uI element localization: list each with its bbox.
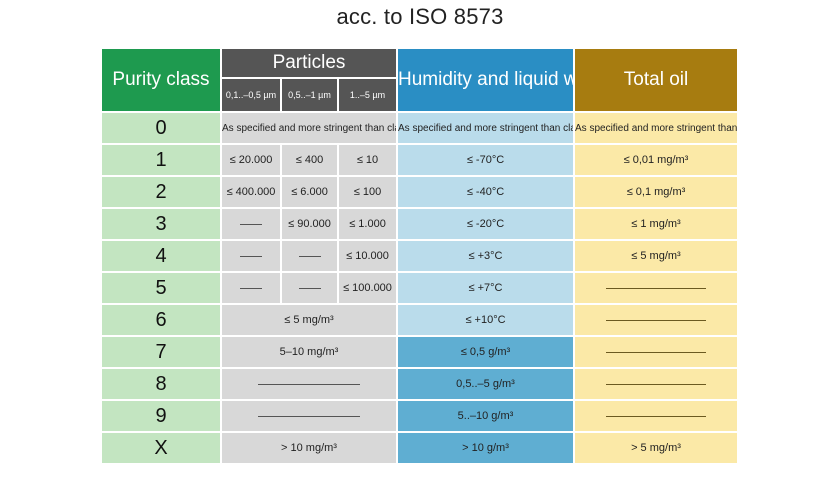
- table-row-class-7: 7 5–10 mg/m³ ≤ 0,5 g/m³: [102, 337, 737, 367]
- particles-cell: As specified and more stringent than cla…: [222, 113, 396, 143]
- iso-8573-purity-table: Purity class Particles Humidity and liqu…: [100, 47, 739, 465]
- oil-cell: ≤ 1 mg/m³: [575, 209, 737, 239]
- humidity-cell: As specified and more stringent than cla…: [398, 113, 573, 143]
- particles-cell-size-2: ≤ 6.000: [282, 177, 337, 207]
- table-row-class-4: 4 ≤ 10.000 ≤ +3°C ≤ 5 mg/m³: [102, 241, 737, 271]
- oil-cell: ≤ 0,1 mg/m³: [575, 177, 737, 207]
- humidity-cell: ≤ 0,5 g/m³: [398, 337, 573, 367]
- particles-cell-size-2: ≤ 90.000: [282, 209, 337, 239]
- humidity-cell: ≤ +7°C: [398, 273, 573, 303]
- dash-line: [258, 415, 360, 417]
- class-cell: 7: [102, 337, 220, 367]
- humidity-cell: > 10 g/m³: [398, 433, 573, 463]
- table-row-class-6: 6 ≤ 5 mg/m³ ≤ +10°C: [102, 305, 737, 335]
- oil-cell: [575, 305, 737, 335]
- class-cell: 9: [102, 401, 220, 431]
- dash-line: [606, 415, 706, 417]
- header-total-oil: Total oil: [575, 49, 737, 111]
- dash-line: [606, 351, 706, 353]
- page-title: acc. to ISO 8573: [336, 4, 504, 29]
- oil-cell: [575, 273, 737, 303]
- table-row-class-1: 1 ≤ 20.000 ≤ 400 ≤ 10 ≤ -70°C ≤ 0,01 mg/…: [102, 145, 737, 175]
- particles-cell-size-1: ≤ 20.000: [222, 145, 280, 175]
- particles-cell-size-2: [282, 273, 337, 303]
- class-cell: 5: [102, 273, 220, 303]
- particles-cell-size-3: ≤ 100.000: [339, 273, 396, 303]
- dash-line: [258, 383, 360, 385]
- particles-cell-size-3: ≤ 10.000: [339, 241, 396, 271]
- dash-line: [606, 383, 706, 385]
- class-cell: 2: [102, 177, 220, 207]
- header-particle-size-3: 1..–5 µm: [339, 79, 396, 111]
- class-cell: 8: [102, 369, 220, 399]
- particles-cell: > 10 mg/m³: [222, 433, 396, 463]
- oil-cell: [575, 369, 737, 399]
- dash-line: [606, 287, 706, 289]
- dash-line: [240, 287, 262, 289]
- class-cell: X: [102, 433, 220, 463]
- class-cell: 1: [102, 145, 220, 175]
- humidity-cell: ≤ -70°C: [398, 145, 573, 175]
- particles-cell-size-3: ≤ 100: [339, 177, 396, 207]
- class-cell: 0: [102, 113, 220, 143]
- header-particle-size-2: 0,5..–1 µm: [282, 79, 337, 111]
- humidity-cell: 5..–10 g/m³: [398, 401, 573, 431]
- oil-cell: ≤ 5 mg/m³: [575, 241, 737, 271]
- header-humidity: Humidity and liquid water: [398, 49, 573, 111]
- particles-cell-size-2: [282, 241, 337, 271]
- class-cell: 3: [102, 209, 220, 239]
- header-particle-size-1: 0,1..–0,5 µm: [222, 79, 280, 111]
- particles-cell-size-1: [222, 209, 280, 239]
- particles-cell-size-1: [222, 241, 280, 271]
- oil-cell: > 5 mg/m³: [575, 433, 737, 463]
- dash-line: [240, 255, 262, 257]
- particles-cell: ≤ 5 mg/m³: [222, 305, 396, 335]
- table-row-class-2: 2 ≤ 400.000 ≤ 6.000 ≤ 100 ≤ -40°C ≤ 0,1 …: [102, 177, 737, 207]
- humidity-cell: ≤ +10°C: [398, 305, 573, 335]
- table-row-class-8: 8 0,5..–5 g/m³: [102, 369, 737, 399]
- humidity-cell: ≤ -40°C: [398, 177, 573, 207]
- humidity-cell: ≤ -20°C: [398, 209, 573, 239]
- humidity-cell: 0,5..–5 g/m³: [398, 369, 573, 399]
- oil-cell: As specified and more stringent than cla…: [575, 113, 737, 143]
- particles-cell: [222, 369, 396, 399]
- particles-cell-size-3: ≤ 10: [339, 145, 396, 175]
- dash-line: [606, 319, 706, 321]
- particles-cell-size-2: ≤ 400: [282, 145, 337, 175]
- class-cell: 4: [102, 241, 220, 271]
- dash-line: [298, 287, 321, 289]
- oil-cell: ≤ 0,01 mg/m³: [575, 145, 737, 175]
- particles-cell: [222, 401, 396, 431]
- oil-cell: [575, 401, 737, 431]
- class-cell: 6: [102, 305, 220, 335]
- dash-line: [240, 223, 262, 225]
- table-row-class-x: X > 10 mg/m³ > 10 g/m³ > 5 mg/m³: [102, 433, 737, 463]
- header-purity-class: Purity class: [102, 49, 220, 111]
- header-particles: Particles: [222, 49, 396, 77]
- table-row-class-3: 3 ≤ 90.000 ≤ 1.000 ≤ -20°C ≤ 1 mg/m³: [102, 209, 737, 239]
- table-row-class-9: 9 5..–10 g/m³: [102, 401, 737, 431]
- particles-cell-size-1: ≤ 400.000: [222, 177, 280, 207]
- table-row-class-5: 5 ≤ 100.000 ≤ +7°C: [102, 273, 737, 303]
- table-row-class-0: 0 As specified and more stringent than c…: [102, 113, 737, 143]
- dash-line: [298, 255, 321, 257]
- humidity-cell: ≤ +3°C: [398, 241, 573, 271]
- oil-cell: [575, 337, 737, 367]
- particles-cell: 5–10 mg/m³: [222, 337, 396, 367]
- particles-cell-size-1: [222, 273, 280, 303]
- particles-cell-size-3: ≤ 1.000: [339, 209, 396, 239]
